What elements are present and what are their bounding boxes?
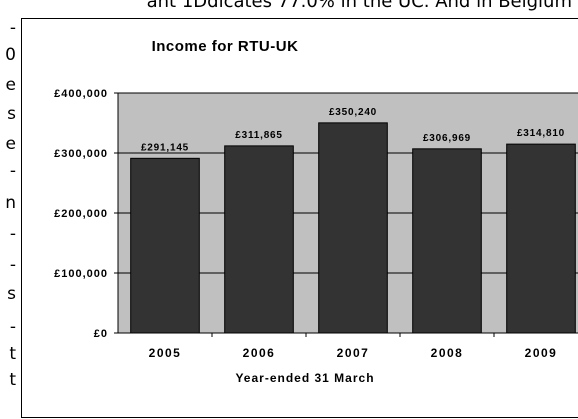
- x-tick-label: 2005: [149, 346, 182, 360]
- chart-container: Income for RTU-UK £291,145 £311,865 £350,2…: [21, 18, 578, 418]
- bar-2009: [506, 143, 576, 334]
- y-tick-label: £100,000: [54, 268, 108, 280]
- y-tick-label: £300,000: [54, 148, 108, 160]
- document-left-fragment: s: [7, 284, 16, 304]
- y-tick-label: £400,000: [54, 88, 108, 100]
- data-label: £291,145: [141, 142, 189, 153]
- bar-2008: [412, 148, 482, 334]
- document-left-fragment: -: [9, 224, 16, 244]
- document-left-fragment: 0: [5, 45, 16, 65]
- data-label: £314,810: [517, 128, 565, 139]
- document-left-fragment: -: [9, 255, 16, 275]
- y-axis-ticks: £0 £100,000 £200,000 £300,000 £400,000: [54, 88, 118, 340]
- x-tick-label: 2008: [431, 346, 464, 360]
- document-left-fragment: n: [5, 193, 16, 213]
- document-left-fragment: t: [9, 344, 16, 364]
- y-tick-label: £200,000: [54, 208, 108, 220]
- bars: [130, 122, 576, 334]
- document-left-fragment: -: [9, 161, 16, 181]
- data-label: £306,969: [423, 133, 471, 144]
- x-axis-label: Year-ended 31 March: [235, 371, 374, 385]
- bar-2005: [130, 157, 200, 334]
- bar-chart: Income for RTU-UK £291,145 £311,865 £350,2…: [54, 38, 578, 385]
- document-left-fragment: e: [5, 75, 16, 95]
- x-tick-label: 2009: [525, 346, 558, 360]
- document-left-fragment: s: [7, 104, 16, 124]
- document-left-fragment: t: [9, 370, 16, 390]
- x-tick-label: 2007: [337, 346, 370, 360]
- x-tick-label: 2006: [243, 346, 276, 360]
- x-axis-ticks: 2005 2006 2007 2008 2009: [149, 333, 558, 360]
- y-tick-label: £0: [94, 328, 108, 340]
- bar-2006: [224, 145, 294, 334]
- data-labels: £291,145 £311,865 £350,240 £306,969 £314,810: [141, 107, 565, 153]
- document-left-fragment: -: [9, 18, 16, 38]
- document-left-fragment: -: [9, 317, 16, 337]
- chart-title: Income for RTU-UK: [152, 38, 299, 55]
- bar-2007: [318, 122, 388, 334]
- document-top-text: ant 1Ddicates 77.0% in the UC. And in Be…: [146, 0, 572, 12]
- data-label: £350,240: [329, 107, 377, 118]
- data-label: £311,865: [235, 130, 283, 141]
- document-left-fragment: e: [5, 134, 16, 154]
